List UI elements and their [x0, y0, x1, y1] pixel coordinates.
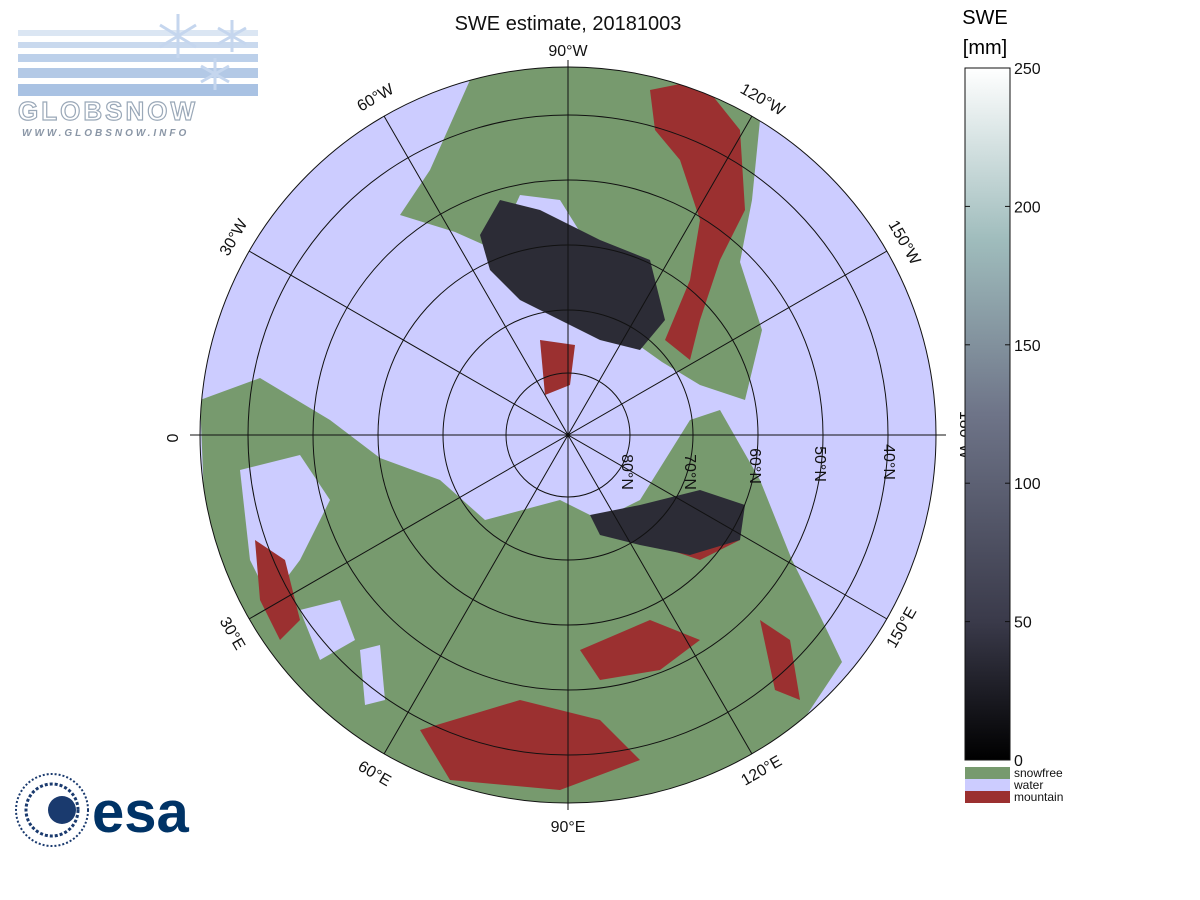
caspian-sea	[360, 645, 385, 705]
graticule	[190, 60, 946, 810]
land-eurasia	[200, 378, 842, 803]
legend-swatch	[965, 791, 1010, 803]
legend-label: mountain	[1014, 790, 1063, 804]
colorbar-tick-label: 200	[1014, 199, 1041, 216]
legend-swatch	[965, 767, 1010, 779]
lon-label: 0	[165, 433, 182, 442]
lon-label: 60°E	[355, 758, 394, 790]
colorbar-label: SWE	[962, 7, 1008, 29]
colorbar-gradient	[964, 67, 1011, 761]
lat-label: 50°N	[811, 446, 828, 482]
esa-logo: esa	[15, 773, 190, 847]
lon-label: 30°W	[217, 216, 252, 259]
colorbar-tick-label: 150	[1014, 338, 1041, 355]
latitude-labels: 80°N 70°N 60°N 50°N 40°N	[618, 444, 897, 490]
snow-cover	[480, 200, 745, 555]
logo-url: WWW.GLOBSNOW.INFO	[22, 128, 189, 139]
title: SWE estimate, 20181003	[455, 13, 682, 35]
legend-swatch	[965, 779, 1010, 791]
lat-label: 60°N	[746, 448, 763, 484]
legend-label: snowfree	[1014, 766, 1063, 780]
logo-text: GLOBSNOW	[18, 96, 198, 126]
lon-label: 90°E	[551, 819, 586, 836]
legend-label: water	[1013, 778, 1043, 792]
colorbar-tick-label: 50	[1014, 615, 1032, 632]
colorbar-tick-label: 250	[1014, 61, 1041, 78]
black-sea	[300, 600, 355, 660]
lat-label: 80°N	[618, 454, 635, 490]
map: 90°W 120°W 150°W 180°W 150°E 120°E 90°E …	[165, 43, 973, 836]
colorbar-tick-label: 100	[1014, 476, 1041, 493]
lat-label: 40°N	[880, 444, 897, 480]
globsnow-logo: GLOBSNOW WWW.GLOBSNOW.INFO	[17, 14, 258, 139]
lat-label: 70°N	[681, 454, 698, 490]
lon-label: 120°E	[739, 753, 785, 790]
colorbar: SWE [mm] 0 50 100 150 200 250 snowfreewatermou…	[962, 7, 1063, 804]
colorbar-tick-label: 0	[1014, 753, 1023, 770]
colorbar-unit: [mm]	[963, 37, 1007, 59]
lon-label: 60°W	[354, 80, 397, 115]
lon-label: 90°W	[548, 43, 588, 60]
lon-label: 30°E	[216, 614, 248, 653]
esa-text: esa	[92, 780, 190, 845]
